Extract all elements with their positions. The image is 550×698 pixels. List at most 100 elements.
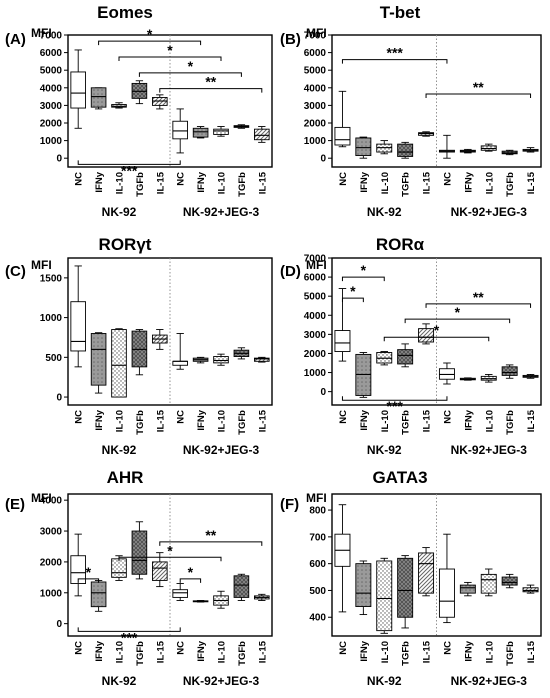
y-tick-label: 0: [320, 154, 326, 165]
y-tick-label: 5000: [304, 292, 327, 303]
y-tick-label: 2000: [40, 119, 63, 130]
box-il-10: [480, 568, 497, 597]
box-iqr: [355, 563, 372, 607]
significance-label: *: [434, 322, 440, 338]
y-tick-label: 1500: [40, 273, 63, 284]
x-tick-label: IL-10: [217, 641, 228, 663]
significance-label: *: [188, 58, 194, 74]
group-label: NK-92: [367, 205, 402, 219]
x-tick-label: IL-15: [257, 171, 268, 194]
box-ifny: [459, 581, 476, 597]
y-tick-label: 0: [56, 154, 62, 165]
box-il-15: [418, 323, 435, 345]
significance-bracket: [341, 396, 448, 401]
box-il-15: [254, 356, 270, 363]
significance-label: ***: [387, 398, 404, 414]
x-tick-label: IL-15: [422, 171, 433, 194]
box-tgfb: [501, 573, 518, 589]
box-il-15: [254, 593, 270, 601]
y-tick-label: 4000: [40, 496, 63, 507]
y-tick-label: 1000: [304, 368, 327, 379]
x-tick-label: NC: [74, 410, 85, 424]
group-label: NK-92: [367, 443, 402, 457]
group-label: NK-92: [367, 674, 402, 688]
x-tick-label: IFNy: [463, 171, 474, 192]
x-tick-label: TGFb: [401, 641, 412, 666]
panel-label: (C): [5, 263, 26, 280]
x-tick-label: NC: [176, 641, 187, 655]
x-tick-label: IL-10: [115, 172, 126, 194]
box-iqr: [70, 71, 86, 109]
panel-ror-t: RORγt (C) MFI 0 500 1000 1500 NC IFNy IL-10 TGFb IL…: [5, 235, 273, 457]
significance-label: *: [361, 262, 367, 278]
panel-title: Eomes: [97, 3, 153, 22]
box-il-10: [376, 351, 393, 366]
group-label: NK-92: [102, 443, 137, 457]
panel-label: (F): [280, 496, 299, 513]
x-tick-label: NC: [176, 410, 187, 424]
x-tick-label: IL-10: [484, 410, 495, 432]
box-iqr: [438, 568, 455, 618]
box-tgfb: [397, 343, 414, 368]
significance-bracket: [98, 40, 202, 46]
box-iqr: [213, 128, 229, 135]
box-nc: [172, 583, 188, 601]
x-tick-label: IFNy: [196, 409, 207, 430]
box-nc: [334, 288, 351, 362]
x-tick-label: TGFb: [505, 641, 516, 666]
x-tick-label: IL-10: [115, 641, 126, 663]
significance-bracket: [118, 556, 222, 562]
y-tick-label: 600: [309, 559, 326, 570]
box-nc: [438, 134, 455, 159]
y-tick-label: 2000: [304, 119, 327, 130]
y-tick-label: 2000: [304, 349, 327, 360]
x-tick-label: TGFb: [135, 172, 146, 197]
panel-eomes: Eomes (A) MFI 0 1000 2000 3000 4000 5000 6000 7000…: [5, 3, 273, 219]
x-tick-label: IL-15: [526, 171, 537, 194]
significance-label: *: [455, 304, 461, 320]
box-ifny: [192, 126, 209, 139]
box-iqr: [254, 357, 270, 362]
x-tick-label: NC: [176, 172, 187, 186]
x-tick-label: IL-10: [115, 410, 126, 432]
y-tick-label: 1000: [40, 136, 63, 147]
x-tick-label: NC: [442, 641, 453, 655]
significance-label: ***: [387, 45, 404, 61]
box-iqr: [334, 126, 351, 146]
box-iqr: [376, 560, 393, 632]
x-tick-label: IL-15: [257, 409, 268, 432]
x-tick-label: TGFb: [135, 410, 146, 435]
box-il-10: [213, 353, 229, 366]
box-ifny: [192, 356, 209, 364]
panel-title: GATA3: [372, 468, 427, 487]
significance-bracket: [77, 578, 100, 583]
box-iqr: [111, 558, 127, 578]
x-tick-label: IL-10: [217, 410, 228, 432]
x-tick-label: IFNy: [94, 171, 105, 192]
box-ifny: [90, 332, 107, 394]
x-tick-label: IL-10: [380, 410, 391, 432]
box-ifny: [459, 377, 476, 381]
box-iqr: [397, 349, 414, 365]
box-iqr: [501, 576, 518, 586]
x-tick-label: IL-15: [155, 640, 166, 663]
significance-label: *: [147, 26, 153, 42]
box-il-10: [480, 143, 497, 152]
significance-label: *: [188, 564, 194, 580]
y-tick-label: 5000: [40, 66, 63, 77]
y-tick-label: 7000: [40, 31, 63, 42]
box-il-15: [522, 584, 539, 594]
significance-label: *: [350, 283, 356, 299]
panel-label: (A): [5, 31, 26, 48]
box-il-15: [152, 329, 168, 350]
panel-t-bet: T-bet (B) MFI 0 1000 2000 3000 4000 5000 6000 7000…: [280, 3, 542, 219]
y-tick-label: 3000: [304, 101, 327, 112]
box-ifny: [459, 148, 476, 154]
box-iqr: [172, 120, 188, 140]
box-il-10: [111, 328, 127, 398]
y-tick-label: 6000: [40, 48, 63, 59]
significance-bracket: [341, 276, 385, 282]
x-tick-label: IL-15: [526, 640, 537, 663]
y-tick-label: 6000: [304, 273, 327, 284]
